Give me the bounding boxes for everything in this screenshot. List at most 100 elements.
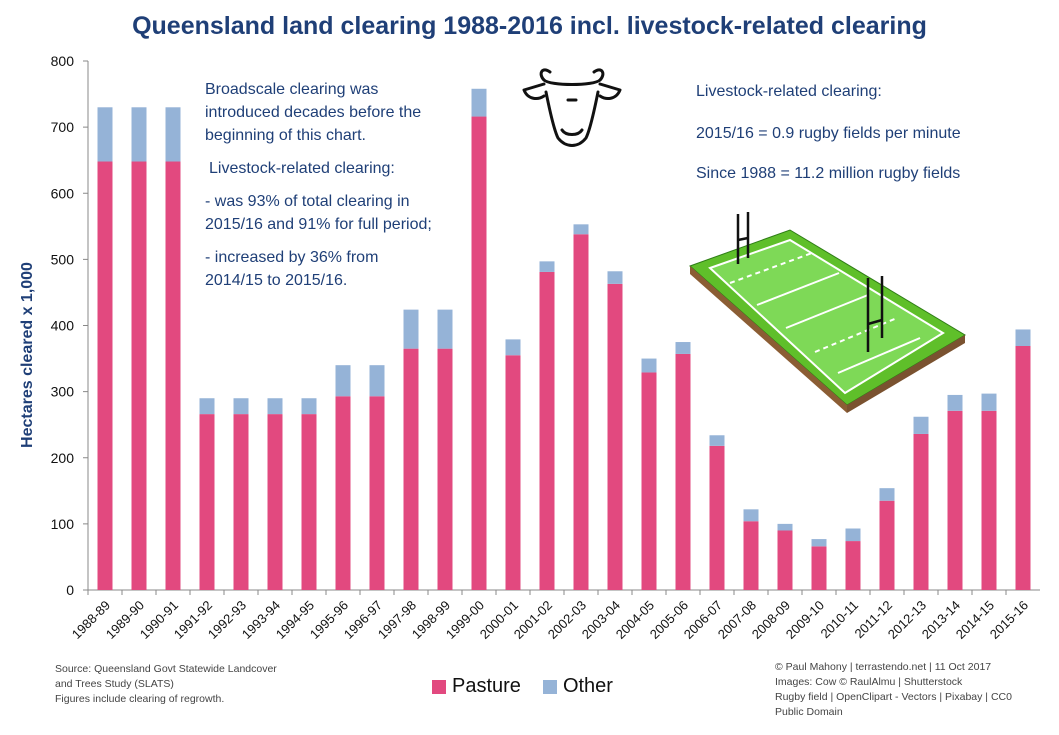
legend-label-pasture: Pasture <box>452 675 521 697</box>
bar-other-2001-02 <box>539 261 555 272</box>
bar-pasture-2002-03 <box>573 234 589 590</box>
bar-other-2004-05 <box>641 358 657 373</box>
credit-line-3: Rugby field | OpenClipart - Vectors | Pi… <box>775 691 1012 703</box>
legend-item-pasture: Pasture <box>432 675 521 698</box>
bar-pasture-1995-96 <box>335 396 351 590</box>
bar-other-2007-08 <box>743 509 759 522</box>
bar-other-2005-06 <box>675 342 691 354</box>
bar-pasture-2014-15 <box>981 410 997 590</box>
point1-line-1: - was 93% of total clearing in <box>205 193 410 210</box>
bar-pasture-2007-08 <box>743 521 759 590</box>
bar-pasture-2006-07 <box>709 445 725 590</box>
bar-pasture-1988-89 <box>97 161 113 590</box>
legend-item-other: Other <box>542 675 613 698</box>
bar-pasture-2000-01 <box>505 355 521 590</box>
bars <box>97 88 1031 591</box>
rugby-total: Since 1988 = 11.2 million rugby fields <box>696 165 961 182</box>
bar-pasture-2013-14 <box>947 410 963 590</box>
bar-pasture-2004-05 <box>641 372 657 590</box>
bar-other-2013-14 <box>947 394 963 411</box>
left-annotation: Broadscale clearing was introduced decad… <box>205 78 432 292</box>
bar-other-1989-90 <box>131 107 147 162</box>
intro-line-2: introduced decades before the <box>205 104 422 121</box>
rugby-per-minute: 2015/16 = 0.9 rugby fields per minute <box>696 125 961 142</box>
y-tick-label: 500 <box>51 251 75 267</box>
bar-pasture-1999-00 <box>471 116 487 591</box>
bar-pasture-1996-97 <box>369 396 385 590</box>
bar-other-2014-15 <box>981 393 997 411</box>
y-tick-label: 0 <box>66 582 74 598</box>
bar-pasture-1990-91 <box>165 161 181 590</box>
bar-pasture-1991-92 <box>199 414 215 590</box>
point2-line-1: - increased by 36% from <box>205 249 379 266</box>
y-tick-label: 200 <box>51 450 75 466</box>
bar-other-1994-95 <box>301 398 317 415</box>
credits-note: © Paul Mahony | terrastendo.net | 11 Oct… <box>775 660 1012 720</box>
bar-other-2012-13 <box>913 416 929 434</box>
bar-other-1995-96 <box>335 365 351 397</box>
bar-other-2015-16 <box>1015 329 1031 346</box>
left-heading: Livestock-related clearing: <box>209 160 395 177</box>
legend-label-other: Other <box>562 675 613 697</box>
intro-line-1: Broadscale clearing was <box>205 81 379 98</box>
intro-line-3: beginning of this chart. <box>205 127 366 144</box>
bar-pasture-1989-90 <box>131 161 147 590</box>
y-tick-label: 400 <box>51 318 75 334</box>
bar-pasture-2010-11 <box>845 541 861 590</box>
legend: Pasture Other <box>432 675 635 698</box>
bar-pasture-1998-99 <box>437 348 453 590</box>
axes: 0 100 200 300 400 500 600 700 800 <box>51 53 1040 598</box>
bar-pasture-1994-95 <box>301 414 317 590</box>
x-tick-label: 2009-10 <box>783 598 827 642</box>
y-tick-label: 300 <box>51 384 75 400</box>
y-tick-label: 700 <box>51 119 75 135</box>
x-tick-labels: 1988-891989-901990-911991-921992-931993-… <box>69 598 1031 642</box>
bar-other-2000-01 <box>505 339 521 356</box>
bar-other-1999-00 <box>471 88 487 117</box>
bar-other-1988-89 <box>97 107 113 162</box>
rugby-field-icon <box>689 212 966 413</box>
bar-pasture-2008-09 <box>777 530 793 590</box>
bar-other-1997-98 <box>403 309 419 349</box>
bar-other-2002-03 <box>573 224 589 235</box>
bar-other-1990-91 <box>165 107 181 162</box>
bar-other-2011-12 <box>879 488 895 501</box>
right-annotation: Livestock-related clearing: 2015/16 = 0.… <box>696 80 961 185</box>
credit-line-1: © Paul Mahony | terrastendo.net | 11 Oct… <box>775 661 992 673</box>
cow-head-icon <box>522 68 622 147</box>
point1-line-2: 2015/16 and 91% for full period; <box>205 216 432 233</box>
y-tick-label: 800 <box>51 53 75 69</box>
source-note: Source: Queensland Govt Statewide Landco… <box>55 662 277 707</box>
bar-other-1996-97 <box>369 365 385 397</box>
source-line-1: Source: Queensland Govt Statewide Landco… <box>55 663 277 675</box>
source-line-2: and Trees Study (SLATS) <box>55 678 174 690</box>
point2-line-2: 2014/15 to 2015/16. <box>205 272 348 289</box>
bar-other-2010-11 <box>845 528 861 542</box>
bar-pasture-2001-02 <box>539 271 555 590</box>
x-tick-label: 2015-16 <box>987 598 1031 642</box>
bar-other-2008-09 <box>777 523 793 531</box>
source-line-3: Figures include clearing of regrowth. <box>55 693 225 705</box>
bar-pasture-2012-13 <box>913 433 929 590</box>
bar-other-2006-07 <box>709 435 725 446</box>
y-axis-label: Hectares cleared x 1,000 <box>19 262 36 448</box>
legend-swatch-pasture <box>432 679 446 694</box>
bar-other-1998-99 <box>437 309 453 349</box>
bar-pasture-2009-10 <box>811 546 827 590</box>
bar-other-2009-10 <box>811 539 827 547</box>
credit-line-2: Images: Cow © RaulAlmu | Shutterstock <box>775 676 963 688</box>
chart-title: Queensland land clearing 1988-2016 incl.… <box>132 12 927 40</box>
bar-other-2003-04 <box>607 271 623 284</box>
bar-pasture-1997-98 <box>403 348 419 590</box>
bar-pasture-2015-16 <box>1015 345 1031 590</box>
bar-pasture-1993-94 <box>267 414 283 590</box>
right-heading: Livestock-related clearing: <box>696 83 882 100</box>
bar-pasture-2011-12 <box>879 500 895 590</box>
bar-other-1992-93 <box>233 398 249 415</box>
y-tick-label: 100 <box>51 516 75 532</box>
y-tick-label: 600 <box>51 185 75 201</box>
bar-other-1993-94 <box>267 398 283 415</box>
bar-pasture-2003-04 <box>607 283 623 590</box>
credit-line-4: Public Domain <box>775 706 843 718</box>
